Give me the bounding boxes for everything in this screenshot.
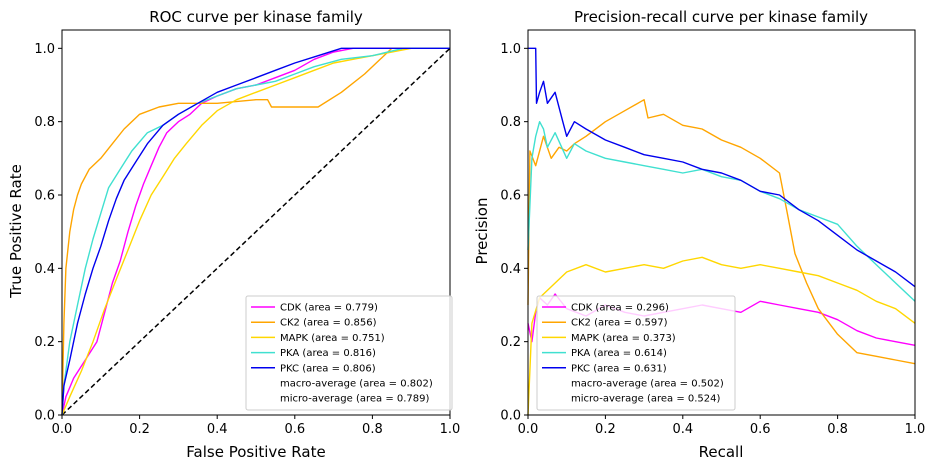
roc-x-tick-label-4: 0.8 — [362, 422, 383, 437]
pr-legend-label-3: PKA (area = 0.614) — [571, 348, 667, 359]
pr-y-tick-label-5: 1.0 — [500, 42, 521, 57]
roc-legend-label-4: PKC (area = 0.806) — [280, 363, 376, 374]
pr-legend-label-1: CK2 (area = 0.597) — [571, 318, 668, 329]
pr-x-tick-label-0: 0.0 — [518, 422, 539, 437]
roc-legend: CDK (area = 0.779) CK2 (area = 0.856) MAPK… — [245, 295, 453, 411]
pr-legend-label-2: MAPK (area = 0.373) — [571, 333, 676, 344]
roc-series-line-4 — [61, 47, 450, 416]
roc-legend-label-1: CK2 (area = 0.856) — [280, 318, 377, 329]
pr-legend-label-6: micro-average (area = 0.524) — [571, 394, 721, 405]
pr-legend: CDK (area = 0.296) CK2 (area = 0.597) MAPK… — [536, 295, 736, 411]
pr-series-line-2 — [527, 256, 916, 416]
roc-legend-label-5: macro-average (area = 0.802) — [280, 379, 433, 390]
pr-legend-label-0: CDK (area = 0.296) — [571, 303, 669, 314]
roc-legend-label-6: micro-average (area = 0.789) — [280, 394, 430, 405]
roc-series-line-1 — [61, 47, 450, 416]
roc-reference-line — [61, 47, 451, 416]
pr-chart: Precision-recall curve per kinase family… — [473, 8, 925, 461]
pr-axes-frame — [527, 29, 916, 416]
roc-x-tick-label-3: 0.6 — [284, 422, 305, 437]
pr-y-tick-label-2: 0.4 — [500, 262, 521, 277]
pr-legend-label-5: macro-average (area = 0.502) — [571, 379, 724, 390]
roc-x-tick-label-1: 0.2 — [129, 422, 150, 437]
pr-x-tick-label-4: 0.8 — [827, 422, 848, 437]
roc-y-tick-label-3: 0.6 — [34, 189, 55, 204]
roc-chart-title: ROC curve per kinase family — [149, 8, 363, 26]
roc-x-tick-label-2: 0.4 — [207, 422, 228, 437]
roc-y-axis-label: True Positive Rate — [7, 164, 25, 299]
pr-y-tick-label-0: 0.0 — [500, 409, 521, 424]
pr-x-axis-label: Recall — [699, 443, 744, 461]
roc-y-tick-label-2: 0.4 — [34, 262, 55, 277]
pr-x-tick-label-3: 0.6 — [750, 422, 771, 437]
pr-plot-area: 0.0 0.2 0.4 0.6 0.8 1.0 0.0 0.2 0.4 0.6 0.8 1.0 CDK … — [500, 29, 926, 437]
roc-series-line-2 — [61, 47, 450, 416]
pr-x-tick-label-2: 0.4 — [672, 422, 693, 437]
roc-x-tick-label-5: 1.0 — [440, 422, 461, 437]
roc-legend-label-2: MAPK (area = 0.751) — [280, 333, 385, 344]
pr-legend-box — [536, 295, 736, 411]
pr-y-tick-label-3: 0.6 — [500, 189, 521, 204]
roc-plot-area: 0.0 0.2 0.4 0.6 0.8 1.0 0.0 0.2 0.4 0.6 0.8 1.0 CDK … — [34, 29, 461, 437]
roc-legend-box — [245, 295, 453, 411]
pr-chart-title: Precision-recall curve per kinase family — [574, 8, 868, 26]
pr-series-line-4 — [528, 47, 916, 288]
pr-legend-label-4: PKC (area = 0.631) — [571, 363, 667, 374]
roc-y-tick-label-0: 0.0 — [34, 409, 55, 424]
roc-legend-label-3: PKA (area = 0.816) — [280, 348, 376, 359]
roc-axes-frame — [61, 29, 451, 416]
pr-series-line-3 — [527, 121, 916, 302]
roc-legend-label-0: CDK (area = 0.779) — [280, 303, 378, 314]
pr-y-axis-label: Precision — [473, 198, 491, 265]
roc-x-axis-label: False Positive Rate — [186, 443, 325, 461]
pr-x-tick-label-1: 0.2 — [595, 422, 616, 437]
pr-x-tick-label-5: 1.0 — [905, 422, 926, 437]
roc-chart: ROC curve per kinase family False Positi… — [7, 8, 460, 461]
roc-y-tick-label-1: 0.2 — [34, 335, 55, 350]
roc-y-tick-label-4: 0.8 — [34, 115, 55, 130]
pr-y-tick-label-1: 0.2 — [500, 335, 521, 350]
roc-series-line-0 — [61, 47, 450, 416]
pr-series-line-1 — [527, 99, 916, 365]
roc-y-tick-label-5: 1.0 — [34, 42, 55, 57]
pr-y-tick-label-4: 0.8 — [500, 115, 521, 130]
roc-x-tick-label-0: 0.0 — [52, 422, 73, 437]
